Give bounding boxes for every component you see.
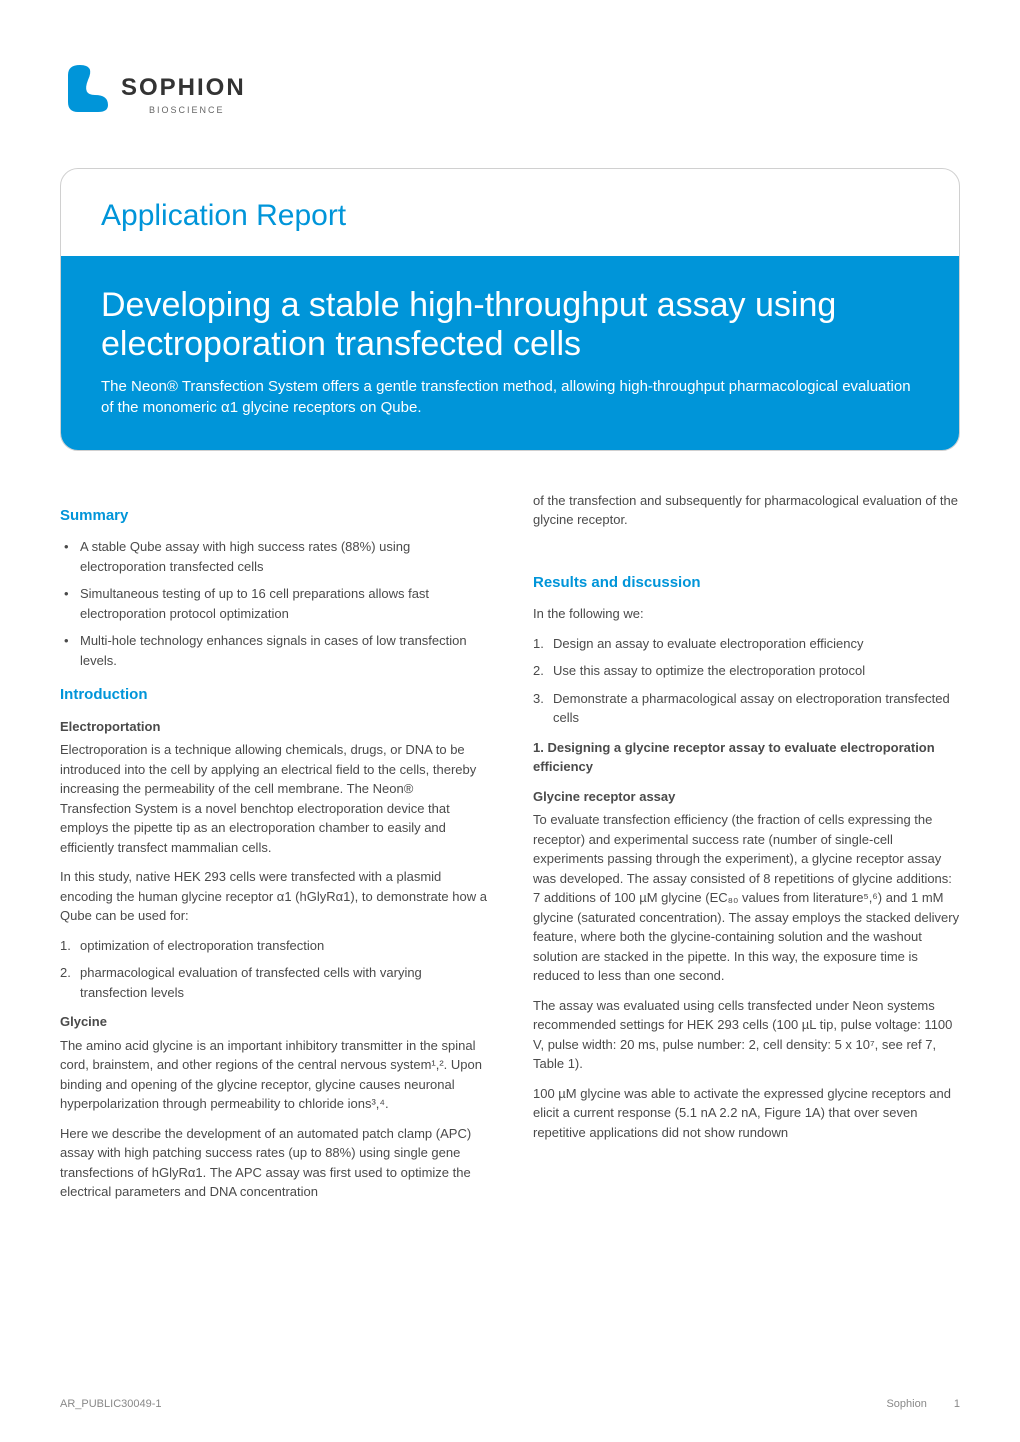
- title-subheading: The Neon® Transfection System offers a g…: [101, 376, 919, 418]
- results-list-item: Design an assay to evaluate electroporat…: [533, 634, 960, 654]
- glycine-receptor-assay-subhead: Glycine receptor assay: [533, 787, 960, 807]
- right-column: of the transfection and subsequently for…: [533, 491, 960, 1212]
- left-column: Summary A stable Qube assay with high su…: [60, 491, 487, 1212]
- columns: Summary A stable Qube assay with high su…: [60, 491, 960, 1212]
- results-list-item: Use this assay to optimize the electropo…: [533, 661, 960, 681]
- gra-paragraph-3: 100 µM glycine was able to activate the …: [533, 1084, 960, 1143]
- title-box-body: Developing a stable high-throughput assa…: [61, 256, 959, 450]
- summary-heading: Summary: [60, 505, 487, 528]
- electro-paragraph-1: Electroporation is a technique allowing …: [60, 740, 487, 857]
- logo-text: SOPHION BIOSCIENCE: [121, 70, 246, 118]
- summary-item: Simultaneous testing of up to 16 cell pr…: [60, 584, 487, 623]
- section-1-bold: 1. Designing a glycine receptor assay to…: [533, 738, 960, 777]
- introduction-heading: Introduction: [60, 684, 487, 707]
- footer-right: Sophion 1: [886, 1396, 960, 1413]
- summary-list: A stable Qube assay with high success ra…: [60, 537, 487, 670]
- electro-list: optimization of electroporation transfec…: [60, 936, 487, 1003]
- footer-docid: AR_PUBLIC30049-1: [60, 1396, 162, 1413]
- results-intro: In the following we:: [533, 604, 960, 624]
- results-heading: Results and discussion: [533, 572, 960, 595]
- gra-paragraph-1: To evaluate transfection efficiency (the…: [533, 810, 960, 986]
- electroportation-subhead: Electroportation: [60, 717, 487, 737]
- logo-main-text: SOPHION: [121, 70, 246, 106]
- electro-list-item: pharmacological evaluation of transfecte…: [60, 963, 487, 1002]
- electro-list-item: optimization of electroporation transfec…: [60, 936, 487, 956]
- continuation-paragraph: of the transfection and subsequently for…: [533, 491, 960, 530]
- glycine-subhead: Glycine: [60, 1012, 487, 1032]
- logo: SOPHION BIOSCIENCE: [60, 60, 960, 118]
- footer-page-number: 1: [954, 1398, 960, 1410]
- title-box: Application Report Developing a stable h…: [60, 168, 960, 451]
- footer-brand: Sophion: [886, 1398, 926, 1410]
- title-heading: Developing a stable high-throughput assa…: [101, 286, 919, 364]
- summary-item: Multi-hole technology enhances signals i…: [60, 631, 487, 670]
- glycine-paragraph-1: The amino acid glycine is an important i…: [60, 1036, 487, 1114]
- footer: AR_PUBLIC30049-1 Sophion 1: [60, 1396, 960, 1413]
- glycine-paragraph-2: Here we describe the development of an a…: [60, 1124, 487, 1202]
- summary-item: A stable Qube assay with high success ra…: [60, 537, 487, 576]
- results-list-item: Demonstrate a pharmacological assay on e…: [533, 689, 960, 728]
- title-box-label: Application Report: [61, 169, 959, 256]
- logo-sub-text: BIOSCIENCE: [149, 104, 246, 118]
- results-list: Design an assay to evaluate electroporat…: [533, 634, 960, 728]
- electro-paragraph-2: In this study, native HEK 293 cells were…: [60, 867, 487, 926]
- gra-paragraph-2: The assay was evaluated using cells tran…: [533, 996, 960, 1074]
- logo-mark-icon: [60, 60, 115, 115]
